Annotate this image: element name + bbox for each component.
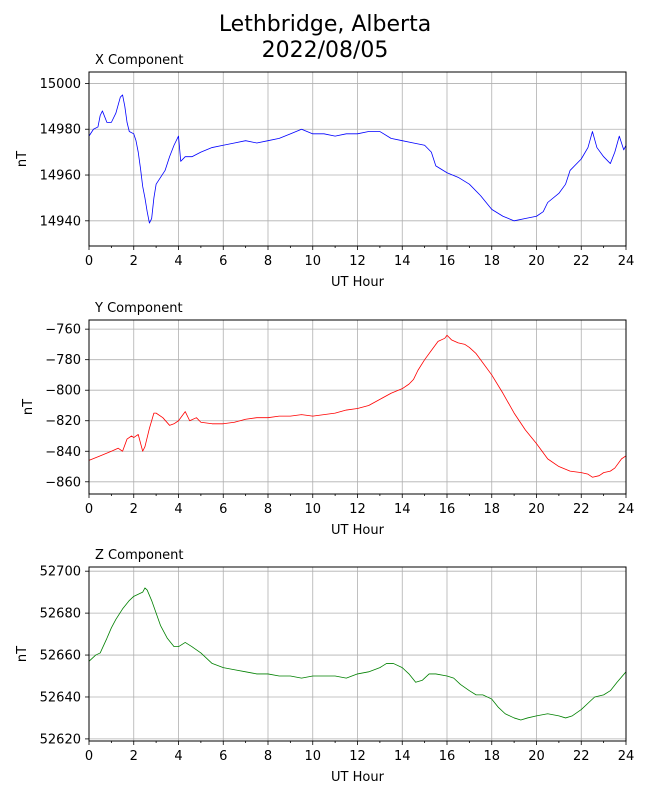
- y-component-x-tick-label: 20: [528, 502, 545, 517]
- z-component-x-tick-label: 2: [130, 749, 138, 764]
- y-component-x-tick-label: 12: [349, 502, 366, 517]
- z-component-x-tick-label: 0: [85, 749, 93, 764]
- x-component-x-tick-label: 24: [618, 254, 635, 269]
- z-component-x-tick-label: 24: [618, 749, 635, 764]
- y-component-x-tick-label: 22: [573, 502, 590, 517]
- x-component-y-tick-label: 14960: [40, 169, 81, 184]
- z-component-y-tick-label: 52660: [40, 649, 81, 664]
- x-component-x-tick-label: 2: [130, 254, 138, 269]
- z-component-x-tick-label: 22: [573, 749, 590, 764]
- z-component-x-tick-label: 20: [528, 749, 545, 764]
- y-component-x-tick-label: 18: [483, 502, 500, 517]
- y-component-y-tick-label: −780: [45, 353, 81, 368]
- y-component-x-tick-label: 6: [219, 502, 227, 517]
- x-component-y-tick-label: 14940: [40, 214, 81, 229]
- y-component-panel: 0 2 4 6 8 10 12 14 16 18 20 22 24−860−840−820−800−78…: [21, 301, 634, 538]
- x-component-y-tick-label: 15000: [40, 77, 81, 92]
- y-component-x-tick-label: 8: [264, 502, 272, 517]
- x-component-y-tick-label: 14980: [40, 123, 81, 138]
- z-component-x-tick-label: 18: [483, 749, 500, 764]
- y-component-x-tick-label: 14: [394, 502, 411, 517]
- x-component-x-tick-label: 10: [304, 254, 321, 269]
- z-component-x-tick-label: 16: [439, 749, 456, 764]
- x-component-x-tick-label: 0: [85, 254, 93, 269]
- x-component-x-tick-label: 4: [174, 254, 182, 269]
- y-component-y-tick-label: −760: [45, 323, 81, 338]
- x-component-x-tick-label: 8: [264, 254, 272, 269]
- x-component-title: X Component: [95, 53, 184, 68]
- x-component-x-tick-label: 18: [483, 254, 500, 269]
- figure-title-location: Lethbridge, Alberta: [218, 12, 432, 37]
- z-component-title: Z Component: [95, 548, 184, 563]
- y-component-title: Y Component: [94, 301, 183, 316]
- z-component-x-tick-label: 4: [174, 749, 182, 764]
- x-component-ylabel: nT: [15, 151, 30, 167]
- z-component-series-line: [88, 587, 627, 721]
- x-component-x-tick-label: 6: [219, 254, 227, 269]
- z-component-ylabel: nT: [15, 646, 30, 662]
- y-component-x-tick-label: 0: [85, 502, 93, 517]
- x-component-x-tick-label: 16: [439, 254, 456, 269]
- z-component-panel: 0 2 4 6 8 10 12 14 16 18 20 22 245262052640526605268…: [15, 548, 634, 785]
- y-component-y-tick-label: −800: [45, 384, 81, 399]
- z-component-y-tick-label: 52680: [40, 607, 81, 622]
- x-component-series-line: [88, 94, 627, 224]
- y-component-x-tick-label: 10: [304, 502, 321, 517]
- z-component-y-tick-label: 52620: [40, 732, 81, 747]
- figure-title: Lethbridge, Alberta 2022/08/05: [0, 12, 650, 64]
- y-component-series-line: [88, 334, 627, 478]
- y-component-x-tick-label: 4: [174, 502, 182, 517]
- z-component-x-tick-label: 6: [219, 749, 227, 764]
- y-component-y-tick-label: −820: [45, 414, 81, 429]
- z-component-y-tick-label: 52700: [40, 565, 81, 580]
- x-component-panel: 0 2 4 6 8 10 12 14 16 18 20 22 241494014960149801500…: [15, 53, 634, 290]
- y-component-xlabel: UT Hour: [331, 523, 385, 538]
- z-component-x-tick-label: 8: [264, 749, 272, 764]
- x-component-xlabel: UT Hour: [331, 275, 385, 290]
- y-component-x-tick-label: 2: [130, 502, 138, 517]
- x-component-x-tick-label: 14: [394, 254, 411, 269]
- z-component-xlabel: UT Hour: [331, 770, 385, 785]
- x-component-x-tick-label: 22: [573, 254, 590, 269]
- figure-title-date: 2022/08/05: [261, 38, 389, 63]
- x-component-x-tick-label: 20: [528, 254, 545, 269]
- x-component-x-tick-label: 12: [349, 254, 366, 269]
- z-component-x-tick-label: 10: [304, 749, 321, 764]
- z-component-x-tick-label: 14: [394, 749, 411, 764]
- y-component-y-tick-label: −860: [45, 475, 81, 490]
- z-component-y-tick-label: 52640: [40, 690, 81, 705]
- y-component-x-tick-label: 24: [618, 502, 635, 517]
- y-component-y-tick-label: −840: [45, 445, 81, 460]
- y-component-ylabel: nT: [21, 399, 36, 415]
- y-component-x-tick-label: 16: [439, 502, 456, 517]
- z-component-x-tick-label: 12: [349, 749, 366, 764]
